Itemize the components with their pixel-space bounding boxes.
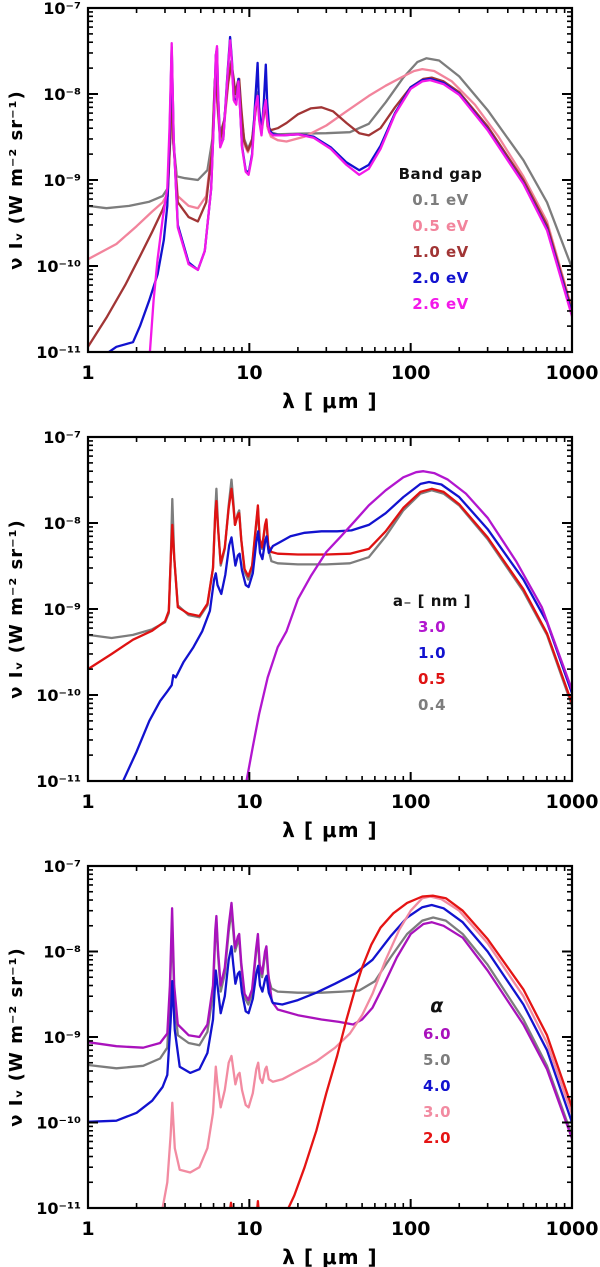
svg-text:λ [ μm ]: λ [ μm ] [282,818,377,842]
legend-entry: 1.0 [417,644,447,662]
svg-text:10⁻⁷: 10⁻⁷ [43,857,81,876]
svg-text:100: 100 [391,362,431,384]
legend-entry: 3.0 [417,618,447,636]
svg-text:10: 10 [236,1218,262,1240]
legend-entry: 1.0 eV [412,243,469,261]
svg-text:10⁻¹¹: 10⁻¹¹ [36,343,81,362]
panel-alpha: 1 10 100 1000 10⁻⁷ 10⁻⁸ 10⁻⁹ 10⁻¹⁰ 10⁻¹¹ λ [ μm ]… [0,845,600,1267]
svg-text:1000: 1000 [546,791,599,813]
svg-text:10⁻⁸: 10⁻⁸ [43,943,81,962]
legend-entry: 2.0 eV [412,269,469,287]
panel-2-svg: 1 10 100 1000 10⁻⁷ 10⁻⁸ 10⁻⁹ 10⁻¹⁰ 10⁻¹¹ λ [ μm ]… [6,857,599,1267]
panel-min-size: 1 10 100 1000 10⁻⁷ 10⁻⁸ 10⁻⁹ 10⁻¹⁰ 10⁻¹¹ λ [ μm ]… [0,422,600,845]
svg-text:10⁻⁹: 10⁻⁹ [43,1028,81,1047]
svg-text:1000: 1000 [546,362,599,384]
legend-title: α [430,995,444,1017]
svg-text:10⁻¹¹: 10⁻¹¹ [36,1199,81,1218]
legend-entry: 2.6 eV [412,295,469,313]
svg-text:10⁻¹⁰: 10⁻¹⁰ [36,686,81,705]
svg-text:100: 100 [391,1218,431,1240]
legend-entry: 2.0 [422,1129,452,1147]
legend-entry: 4.0 [422,1077,452,1095]
svg-text:10⁻⁸: 10⁻⁸ [43,85,81,104]
svg-text:10⁻⁹: 10⁻⁹ [43,600,81,619]
band-gap-legend: Band gap 0.1 eV 0.5 eV 1.0 eV 2.0 eV 2.6… [383,165,498,317]
svg-text:ν Iᵥ (W m⁻² sr⁻¹): ν Iᵥ (W m⁻² sr⁻¹) [6,947,27,1126]
svg-text:10⁻⁹: 10⁻⁹ [43,171,81,190]
svg-text:10⁻⁷: 10⁻⁷ [43,0,81,18]
svg-text:10: 10 [236,362,262,384]
svg-text:1: 1 [81,791,94,813]
svg-text:10: 10 [236,791,262,813]
legend-entry: 0.5 eV [412,217,469,235]
panel-1-svg: 1 10 100 1000 10⁻⁷ 10⁻⁸ 10⁻⁹ 10⁻¹⁰ 10⁻¹¹ λ [ μm ]… [6,428,599,842]
svg-text:1000: 1000 [546,1218,599,1240]
panel-0-svg: 1 10 100 1000 10⁻⁷ 10⁻⁸ 10⁻⁹ 10⁻¹⁰ 10⁻¹¹ λ [ μm ]… [6,0,599,413]
svg-text:λ [ μm ]: λ [ μm ] [282,389,377,413]
min-size-legend: a₋ [ nm ] 3.0 1.0 0.5 0.4 [372,592,492,718]
svg-text:10⁻¹¹: 10⁻¹¹ [36,772,81,791]
svg-text:ν Iᵥ (W m⁻² sr⁻¹): ν Iᵥ (W m⁻² sr⁻¹) [6,519,27,698]
legend-title: Band gap [398,165,483,183]
legend-entry: 6.0 [422,1025,452,1043]
panel-band-gap: 1 10 100 1000 10⁻⁷ 10⁻⁸ 10⁻⁹ 10⁻¹⁰ 10⁻¹¹ λ [ μm ]… [0,0,600,422]
svg-text:λ [ μm ]: λ [ μm ] [282,1245,377,1267]
legend-entry: 3.0 [422,1103,452,1121]
legend-entry: 0.4 [417,696,447,714]
alpha-legend: α 6.0 5.0 4.0 3.0 2.0 [378,995,496,1151]
legend-entry: 5.0 [422,1051,452,1069]
svg-text:100: 100 [391,791,431,813]
svg-text:10⁻⁷: 10⁻⁷ [43,428,81,447]
legend-title: a₋ [ nm ] [392,592,472,610]
legend-entry: 0.5 [417,670,447,688]
svg-text:10⁻⁸: 10⁻⁸ [43,514,81,533]
svg-text:10⁻¹⁰: 10⁻¹⁰ [36,1114,81,1133]
legend-entry: 0.1 eV [412,191,469,209]
svg-text:ν Iᵥ (W m⁻² sr⁻¹): ν Iᵥ (W m⁻² sr⁻¹) [6,90,27,269]
svg-text:1: 1 [81,1218,94,1240]
svg-text:10⁻¹⁰: 10⁻¹⁰ [36,257,81,276]
svg-text:1: 1 [81,362,94,384]
